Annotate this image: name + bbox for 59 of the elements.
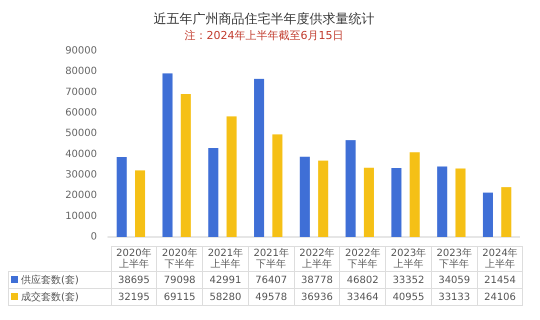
data-label: 38778 xyxy=(294,272,340,288)
x-tick-label: 2024年上半年 xyxy=(477,246,523,272)
data-label: 38695 xyxy=(111,272,157,288)
bar xyxy=(318,160,328,237)
data-label: 58280 xyxy=(202,288,248,306)
y-tick-label: 40000 xyxy=(65,148,97,160)
data-label: 33133 xyxy=(431,288,478,306)
bar xyxy=(482,192,493,237)
x-tick-label: 2022年下半年 xyxy=(340,246,386,272)
x-tick-label: 2022年上半年 xyxy=(294,246,340,272)
bar xyxy=(364,168,374,237)
bar xyxy=(116,156,127,237)
bar xyxy=(272,134,282,237)
y-tick-label: 70000 xyxy=(65,86,97,98)
data-label: 49578 xyxy=(248,288,294,306)
chart-subtitle: 注：2024年上半年截至6月15日 xyxy=(184,29,344,42)
data-label: 33352 xyxy=(386,272,432,288)
bar xyxy=(391,168,402,237)
data-label: 24106 xyxy=(477,288,523,306)
x-tick-label: 2021年上半年 xyxy=(202,246,248,272)
chart-title: 近五年广州商品住宅半年度供求量统计 xyxy=(154,11,374,28)
bar xyxy=(346,140,356,237)
bar xyxy=(300,156,310,237)
y-tick-label: 80000 xyxy=(65,66,97,78)
y-tick-label: 50000 xyxy=(65,128,97,140)
bar xyxy=(437,166,448,237)
bar xyxy=(455,168,466,237)
data-label: 42991 xyxy=(202,272,248,288)
bar xyxy=(254,78,264,237)
bar xyxy=(162,73,173,237)
data-label: 21454 xyxy=(477,272,523,288)
y-tick-label: 10000 xyxy=(65,210,97,222)
data-label: 76407 xyxy=(248,272,294,288)
bar xyxy=(135,170,146,237)
x-tick-label: 2023年下半年 xyxy=(431,246,478,272)
legend-label: 成交套数(套) xyxy=(8,288,111,306)
x-tick-label: 2023年上半年 xyxy=(386,246,432,272)
y-tick-label: 60000 xyxy=(65,107,97,118)
x-tick-label: 2020年下半年 xyxy=(156,246,203,272)
data-label: 40955 xyxy=(386,288,432,306)
y-tick-label: 20000 xyxy=(65,190,97,202)
data-label: 36936 xyxy=(294,288,340,306)
x-tick-label: 2021年下半年 xyxy=(248,246,294,272)
data-label: 69115 xyxy=(156,288,203,306)
data-label: 32195 xyxy=(111,288,157,306)
x-tick-label: 2020年上半年 xyxy=(111,246,157,272)
y-tick-label: 0 xyxy=(90,232,97,243)
data-label: 34059 xyxy=(431,272,478,288)
bar xyxy=(501,187,512,237)
bar xyxy=(208,148,218,237)
y-tick-label: 90000 xyxy=(65,45,97,56)
bar xyxy=(180,94,191,237)
y-tick-label: 30000 xyxy=(65,170,97,181)
data-label: 46802 xyxy=(340,272,386,288)
data-label: 33464 xyxy=(340,288,386,306)
bar xyxy=(410,152,420,237)
legend-label: 供应套数(套) xyxy=(8,272,111,288)
data-label: 79098 xyxy=(156,272,203,288)
bar xyxy=(226,116,237,237)
